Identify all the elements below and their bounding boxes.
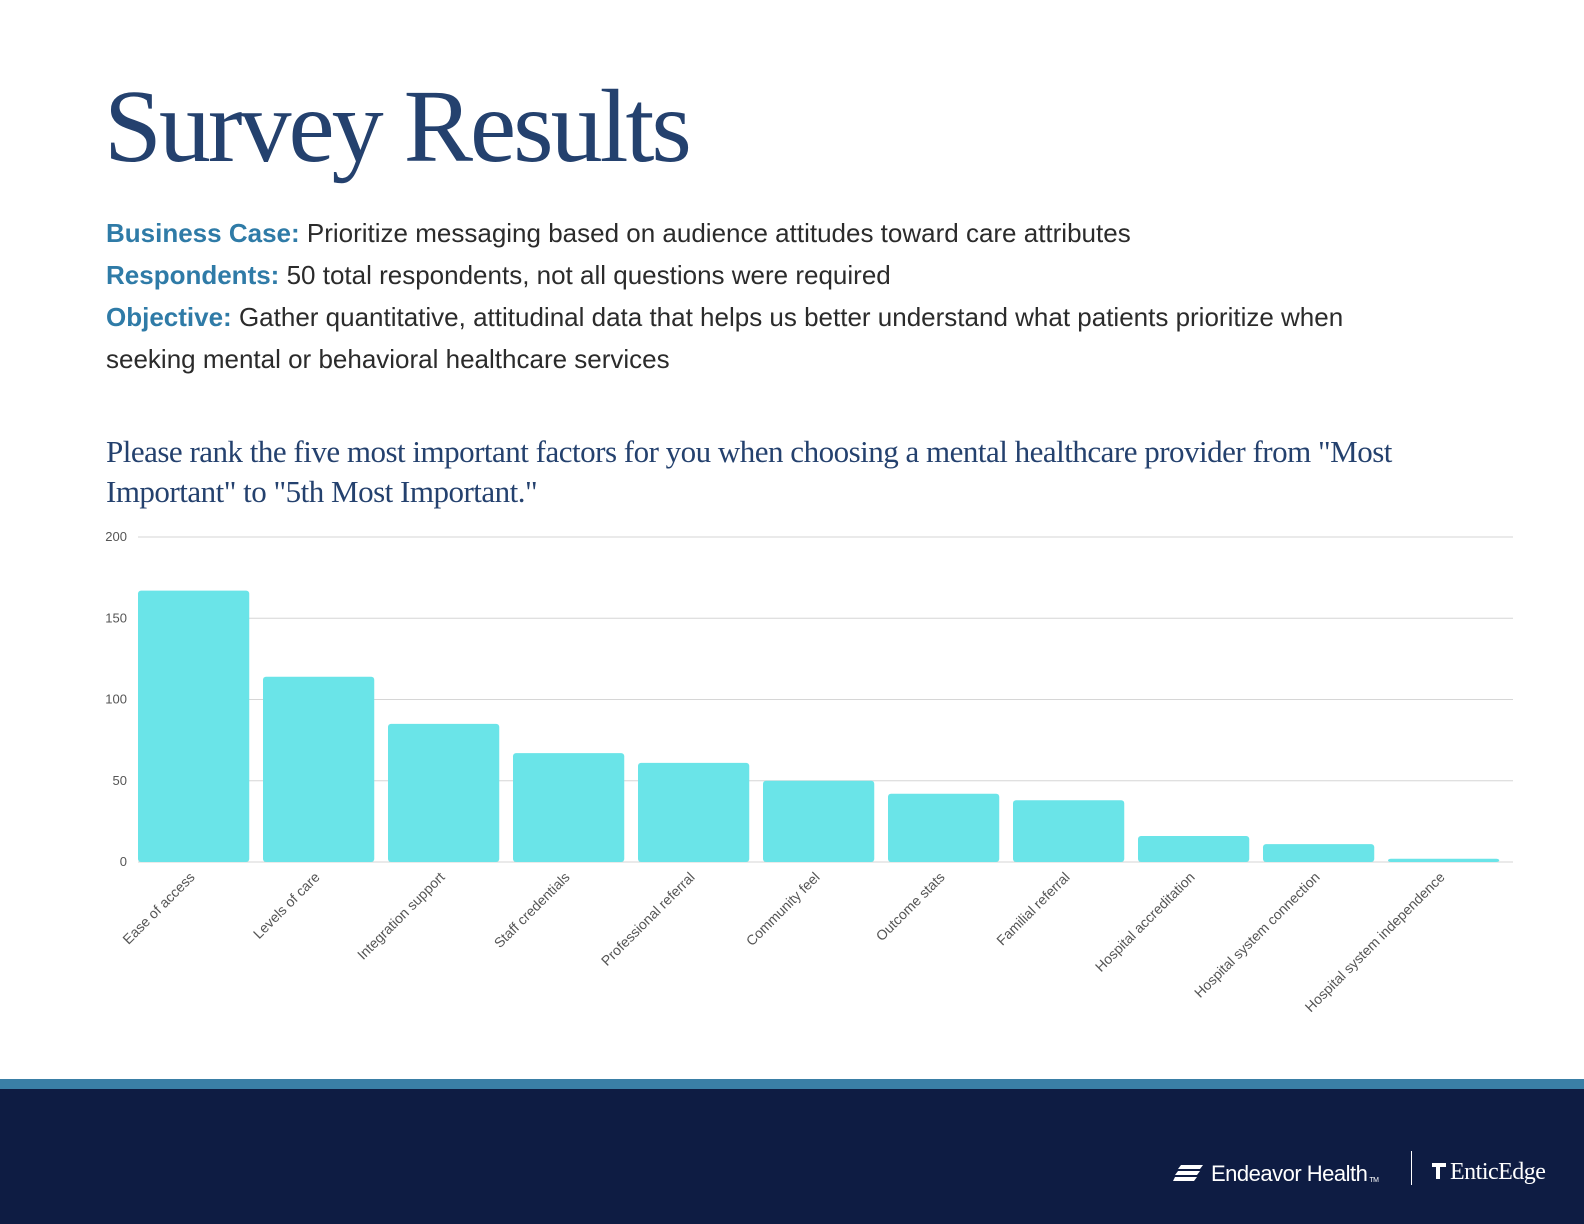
brand-primary-mark: TM (1369, 1176, 1379, 1184)
x-tick-label: Staff credentials (491, 869, 573, 951)
brand-secondary-name: EnticEdge (1450, 1159, 1546, 1185)
enticedge-flag-icon (1430, 1159, 1448, 1186)
bar (138, 590, 250, 862)
respondents-text: 50 total respondents, not all questions … (286, 260, 891, 290)
x-tick-label: Hospital accreditation (1092, 869, 1198, 975)
bar (1013, 800, 1125, 862)
x-tick-label: Integration support (354, 869, 448, 963)
bar (513, 753, 625, 862)
objective-text: Gather quantitative, attitudinal data th… (106, 302, 1344, 374)
footer-stripe (0, 1079, 1584, 1089)
y-tick-label: 200 (105, 529, 127, 544)
y-tick-label: 0 (120, 854, 127, 869)
y-axis-ticks: 0 50 100 150 200 (105, 529, 127, 869)
enticedge-logo: EnticEdge (1430, 1159, 1546, 1186)
x-tick-label: Outcome stats (873, 869, 948, 944)
business-case-line: Business Case: Prioritize messaging base… (106, 212, 1436, 254)
objective-line: Objective: Gather quantitative, attitudi… (106, 296, 1436, 380)
endeavor-stripes-icon (1173, 1161, 1203, 1187)
page-title: Survey Results (104, 69, 692, 184)
y-tick-label: 100 (105, 692, 127, 707)
brand-divider (1411, 1151, 1412, 1185)
survey-info: Business Case: Prioritize messaging base… (106, 212, 1436, 380)
business-case-text: Prioritize messaging based on audience a… (306, 218, 1131, 248)
y-tick-label: 150 (105, 610, 127, 625)
x-tick-label: Hospital system independence (1302, 869, 1448, 1015)
x-tick-label: Ease of access (119, 869, 197, 947)
bar (638, 762, 750, 862)
x-tick-label: Community feel (743, 869, 823, 949)
x-tick-label: Hospital system connection (1191, 869, 1323, 1001)
respondents-line: Respondents: 50 total respondents, not a… (106, 254, 1436, 296)
brand-primary-name: Endeavor Health (1211, 1161, 1368, 1186)
x-tick-label: Levels of care (250, 869, 323, 942)
bar (388, 723, 500, 862)
bar (1388, 858, 1500, 862)
objective-label: Objective: (106, 302, 232, 332)
respondents-label: Respondents: (106, 260, 280, 290)
endeavor-health-logo: Endeavor Health TM (1173, 1161, 1379, 1187)
x-tick-label: Professional referral (598, 869, 698, 969)
bar (263, 676, 375, 862)
bar (888, 793, 1000, 862)
x-axis-labels: Ease of access Levels of care Integration … (119, 869, 1448, 1015)
bar (1263, 844, 1375, 862)
business-case-label: Business Case: (106, 218, 300, 248)
footer: Endeavor Health TM EnticEdge (0, 1089, 1584, 1224)
y-tick-label: 50 (113, 773, 127, 788)
bar-chart: 0 50 100 150 200 Ease of access Levels of car… (105, 529, 1513, 1015)
bar (763, 780, 875, 862)
chart-bars (138, 590, 1500, 862)
bar (1138, 836, 1250, 862)
survey-question: Please rank the five most important fact… (106, 434, 1392, 509)
x-tick-label: Familial referral (993, 869, 1073, 949)
